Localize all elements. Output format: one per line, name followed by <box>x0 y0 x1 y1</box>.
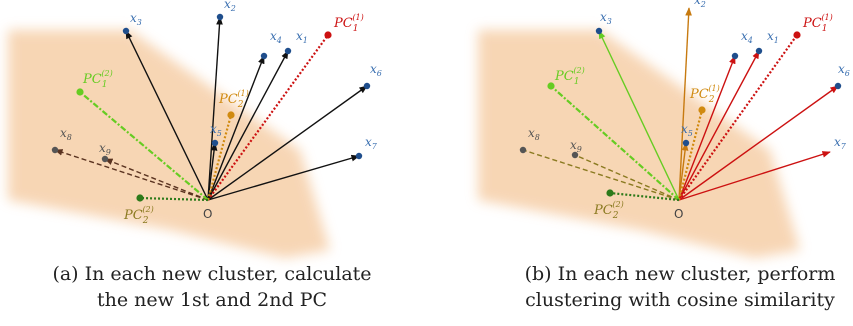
point-pc2-1 <box>227 111 235 119</box>
label-x7: x7 <box>834 135 847 151</box>
label-pc1-2: PC1(2) <box>82 69 113 90</box>
vector-x8 <box>522 149 680 201</box>
point-x9 <box>571 151 579 159</box>
pc2-1-vector <box>206 114 233 201</box>
pc1-2-vector <box>79 91 209 201</box>
point-x3 <box>122 27 130 35</box>
point-pc1-2 <box>547 82 555 90</box>
point-pc1-1 <box>324 31 332 39</box>
label-pc2-1: PC2(1) <box>218 89 249 110</box>
pc2-2-vector <box>139 196 209 202</box>
label-x6: x6 <box>838 62 850 78</box>
label-pc1-1: PC1(1) <box>802 13 833 34</box>
caption-b-line1: (b) In each new cluster, perform <box>525 263 836 285</box>
pc1-2-vector <box>550 85 680 201</box>
label-x3: x3 <box>600 10 612 26</box>
pc2-1-vector <box>677 109 704 201</box>
label-pc2-2: PC2(2) <box>123 205 154 226</box>
label-x8: x8 <box>60 126 72 142</box>
point-x5 <box>211 139 219 147</box>
point-x9 <box>101 155 109 163</box>
label-x4: x4 <box>270 29 282 45</box>
point-x8 <box>51 146 59 154</box>
vector-x3 <box>598 30 680 201</box>
vector-x2 <box>678 7 692 201</box>
label-x1: x1 <box>296 29 308 45</box>
vector-x2 <box>207 16 223 201</box>
pc2-2-vector <box>609 191 680 202</box>
point-pc2-1 <box>698 106 706 114</box>
label-pc1-2: PC1(2) <box>554 66 585 87</box>
label-x1: x1 <box>767 29 779 45</box>
label-pc2-1: PC2(1) <box>689 84 720 105</box>
label-x5: x5 <box>210 122 222 138</box>
label-x9: x9 <box>570 138 582 154</box>
vector-x9 <box>574 154 680 201</box>
caption-a-line1: (a) In each new cluster, calculate <box>52 263 371 285</box>
panel-b: x3 x2 x4 x1 x6 x7 x5 x8 x9 PC1(1) PC2(1)… <box>478 0 850 311</box>
label-x2: x2 <box>224 0 236 13</box>
point-x4 <box>260 52 268 60</box>
vector-x4 <box>207 55 265 201</box>
vector-x7 <box>207 154 360 201</box>
caption-a-line2: the new 1st and 2nd PC <box>97 289 327 311</box>
label-x5: x5 <box>681 122 693 138</box>
panel-a: x3 x2 x4 x1 x6 x7 x5 x8 x9 PC1(1) PC2(1)… <box>8 0 382 311</box>
vector-x9 <box>104 158 209 201</box>
vector-x5 <box>207 142 218 201</box>
label-x6: x6 <box>370 62 382 78</box>
point-x2 <box>216 13 224 21</box>
label-x7: x7 <box>365 135 378 151</box>
point-pc1-1 <box>793 31 801 39</box>
origin-label: O <box>674 207 683 221</box>
vector-x8 <box>54 149 209 201</box>
vector-x6 <box>207 85 368 201</box>
point-pc1-2 <box>76 88 84 96</box>
vector-x4 <box>678 55 736 201</box>
cluster-band <box>8 30 330 258</box>
point-x3 <box>595 27 603 35</box>
cluster-band <box>478 30 800 258</box>
point-pc2-2 <box>606 189 614 197</box>
pc1-1-vector <box>678 34 798 201</box>
label-x3: x3 <box>130 11 142 27</box>
vector-x1 <box>678 50 760 201</box>
label-pc2-2: PC2(2) <box>593 200 624 221</box>
label-x9: x9 <box>99 141 111 157</box>
vector-x6 <box>678 85 839 201</box>
label-x8: x8 <box>528 126 540 142</box>
point-x4 <box>731 52 739 60</box>
point-x5 <box>682 139 690 147</box>
caption-b-line2: clustering with cosine similarity <box>525 289 835 311</box>
point-x6 <box>363 82 371 90</box>
label-x2: x2 <box>694 0 706 9</box>
point-x6 <box>834 82 842 90</box>
origin-label: O <box>203 207 212 221</box>
vector-x3 <box>125 30 209 201</box>
label-x4: x4 <box>741 29 753 45</box>
label-pc1-1: PC1(1) <box>333 13 364 34</box>
point-x1 <box>284 47 292 55</box>
point-x1 <box>755 47 763 55</box>
point-pc2-2 <box>136 194 144 202</box>
vector-x5 <box>678 142 689 201</box>
vector-x1 <box>207 50 289 201</box>
point-x7 <box>355 152 363 160</box>
point-x8 <box>519 146 527 154</box>
vector-x7 <box>678 151 831 201</box>
